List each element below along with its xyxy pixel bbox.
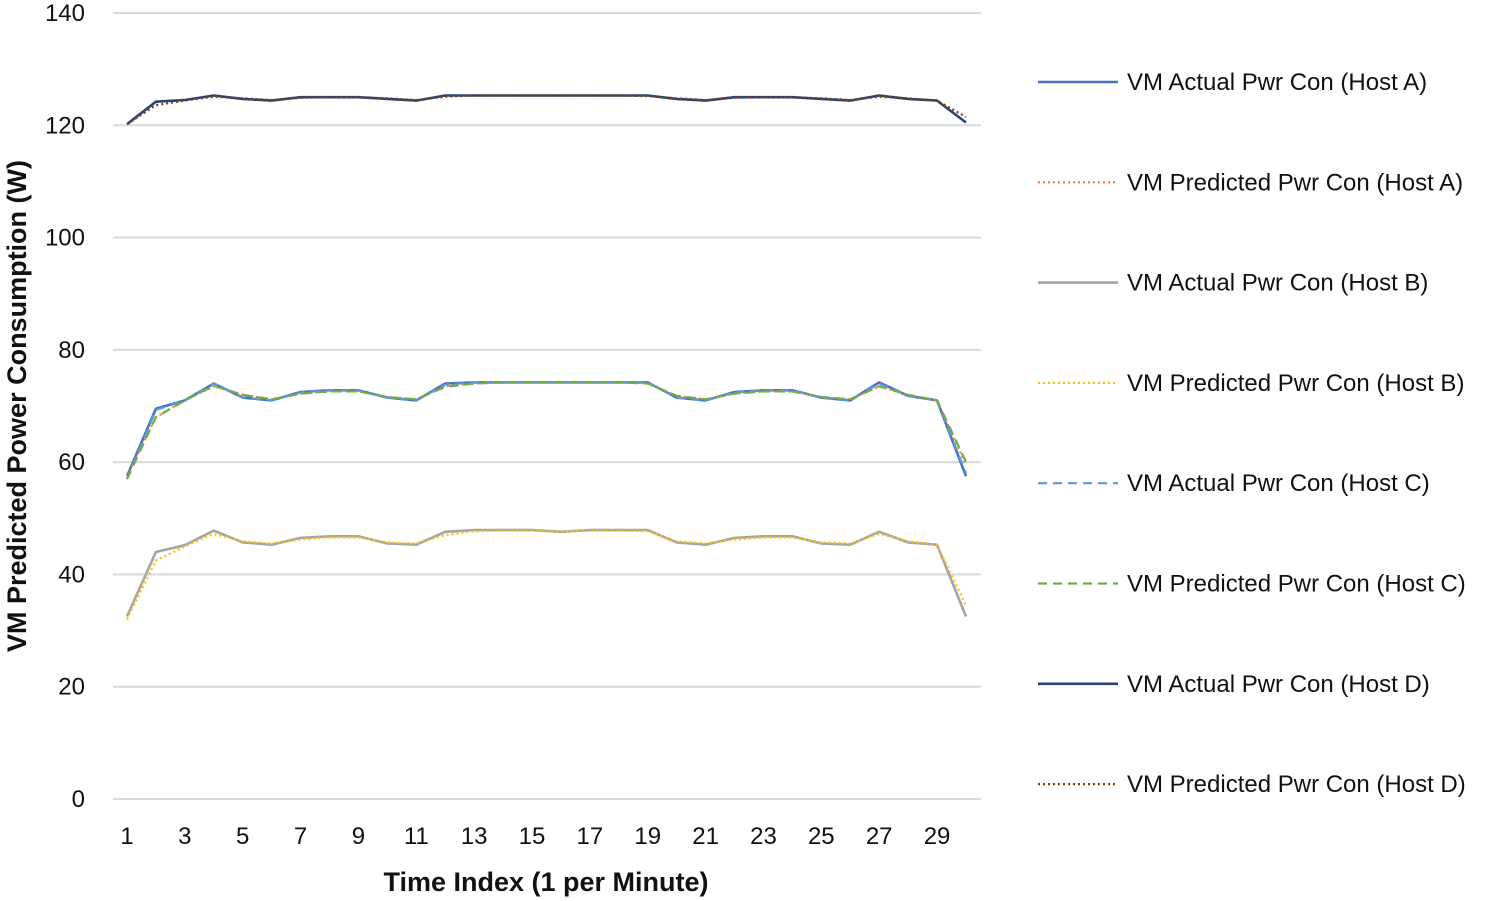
x-tick-label: 5 [236,823,249,850]
y-tick-label: 80 [58,337,85,364]
legend-item: VM Actual Pwr Con (Host D) [1038,671,1430,698]
legend-label: VM Predicted Pwr Con (Host D) [1127,771,1466,798]
x-axis-tick-labels: 1 3 5 7 9 11 13 15 17 19 21 23 25 27 29 [120,823,950,850]
legend-item: VM Predicted Pwr Con (Host B) [1038,370,1464,397]
y-axis-tick-labels: 0 20 40 60 80 100 120 140 [45,0,85,813]
x-tick-label: 13 [461,823,488,850]
x-tick-label: 1 [120,823,133,850]
y-tick-label: 40 [58,561,85,588]
legend-item: VM Predicted Pwr Con (Host C) [1038,571,1466,598]
y-tick-label: 120 [45,112,85,139]
x-tick-label: 17 [577,823,604,850]
legend-label: VM Actual Pwr Con (Host D) [1127,671,1430,698]
y-tick-label: 20 [58,674,85,701]
legend-item: VM Actual Pwr Con (Host B) [1038,270,1428,297]
x-tick-label: 29 [924,823,951,850]
x-tick-label: 27 [866,823,893,850]
legend: VM Actual Pwr Con (Host A) VM Predicted P… [1038,69,1466,798]
x-tick-label: 25 [808,823,835,850]
y-axis-title: VM Predicted Power Consumption (W) [2,160,32,652]
x-axis-title: Time Index (1 per Minute) [383,867,708,897]
legend-label: VM Actual Pwr Con (Host B) [1127,270,1428,297]
legend-item: VM Predicted Pwr Con (Host A) [1038,169,1463,196]
legend-item: VM Predicted Pwr Con (Host D) [1038,771,1466,798]
legend-label: VM Predicted Pwr Con (Host A) [1127,169,1463,196]
legend-item: VM Actual Pwr Con (Host C) [1038,470,1430,497]
legend-label: VM Predicted Pwr Con (Host C) [1127,571,1466,598]
series-lines [125,94,968,620]
series-line-4 [126,529,967,620]
x-tick-label: 7 [294,823,307,850]
series-line-6 [126,381,967,480]
legend-label: VM Actual Pwr Con (Host C) [1127,470,1430,497]
x-tick-label: 11 [404,823,429,850]
x-tick-label: 15 [519,823,546,850]
y-tick-label: 60 [58,449,85,476]
legend-item: VM Actual Pwr Con (Host A) [1038,69,1427,96]
legend-label: VM Actual Pwr Con (Host A) [1127,69,1427,96]
legend-label: VM Predicted Pwr Con (Host B) [1127,370,1464,397]
x-tick-label: 9 [352,823,365,850]
y-tick-label: 100 [45,225,85,252]
y-tick-label: 0 [72,786,85,813]
x-tick-label: 3 [178,823,191,850]
x-tick-label: 21 [692,823,719,850]
x-tick-label: 23 [750,823,777,850]
gridlines [113,12,981,800]
series-line-8 [126,94,967,126]
y-tick-label: 140 [45,0,85,27]
x-tick-label: 19 [634,823,661,850]
